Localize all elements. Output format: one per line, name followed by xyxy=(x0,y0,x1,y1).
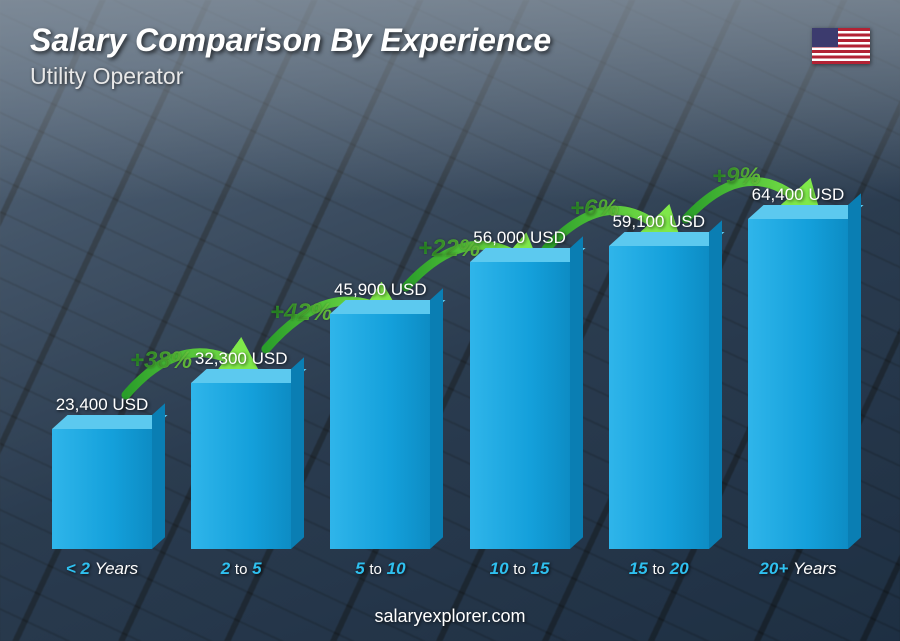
bar-group: 59,100 USD 15 to 20 xyxy=(597,212,721,579)
bar-side-face xyxy=(848,193,861,549)
bar-3d xyxy=(470,262,570,549)
chart-subtitle: Utility Operator xyxy=(30,63,551,90)
title-block: Salary Comparison By Experience Utility … xyxy=(30,22,551,90)
bar-value-label: 64,400 USD xyxy=(752,185,845,205)
bars-row: 23,400 USD < 2 Years 32,300 USD 2 to 5 45,90… xyxy=(40,185,860,579)
bar-top-face xyxy=(748,205,864,219)
x-label: 15 to 20 xyxy=(629,559,689,579)
x-label: 2 to 5 xyxy=(221,559,262,579)
bar-3d xyxy=(191,383,291,549)
bar-3d xyxy=(52,429,152,549)
bar-top-face xyxy=(609,232,725,246)
chart-title: Salary Comparison By Experience xyxy=(30,22,551,59)
flag-usa-icon xyxy=(812,28,870,64)
bar-side-face xyxy=(291,357,304,549)
bar-3d xyxy=(748,219,848,549)
bar-group: 64,400 USD 20+ Years xyxy=(736,185,860,579)
bar-group: 32,300 USD 2 to 5 xyxy=(179,349,303,579)
bar-front-face xyxy=(330,314,430,549)
bar-3d xyxy=(330,314,430,549)
chart-area: +38%+42%+22%+6%+9% 23,400 USD< 2 Years32… xyxy=(40,119,860,579)
bar-value-label: 23,400 USD xyxy=(56,395,149,415)
bar-front-face xyxy=(609,246,709,549)
bar-side-face xyxy=(152,403,165,549)
bar-value-label: 32,300 USD xyxy=(195,349,288,369)
bar-top-face xyxy=(470,248,586,262)
bar-group: 45,900 USD 5 to 10 xyxy=(318,280,442,579)
bar-side-face xyxy=(570,236,583,549)
bar-side-face xyxy=(709,220,722,549)
x-label: < 2 Years xyxy=(66,559,138,579)
bar-group: 56,000 USD 10 to 15 xyxy=(458,228,582,579)
bar-front-face xyxy=(470,262,570,549)
bar-value-label: 59,100 USD xyxy=(612,212,705,232)
bar-top-face xyxy=(52,415,168,429)
bar-front-face xyxy=(191,383,291,549)
bar-front-face xyxy=(52,429,152,549)
bar-top-face xyxy=(191,369,307,383)
x-label: 5 to 10 xyxy=(355,559,405,579)
x-label: 10 to 15 xyxy=(490,559,550,579)
x-label: 20+ Years xyxy=(759,559,836,579)
bar-value-label: 56,000 USD xyxy=(473,228,566,248)
bar-top-face xyxy=(330,300,446,314)
footer-credit: salaryexplorer.com xyxy=(0,606,900,627)
bar-side-face xyxy=(430,288,443,549)
bar-value-label: 45,900 USD xyxy=(334,280,427,300)
bar-3d xyxy=(609,246,709,549)
bar-group: 23,400 USD < 2 Years xyxy=(40,395,164,579)
bar-front-face xyxy=(748,219,848,549)
